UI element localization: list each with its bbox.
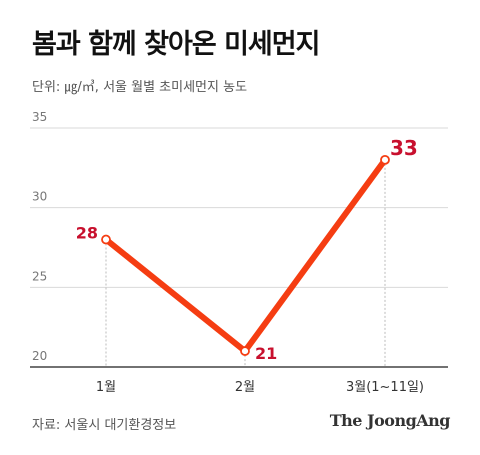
x-tick-labels: 1월 2월 3월(1~11일) <box>96 380 424 395</box>
unit-subtitle: 단위: ㎍/㎥, 서울 월별 초미세먼지 농도 <box>32 80 248 95</box>
data-label: 28 <box>76 224 98 243</box>
data-label: 21 <box>255 344 277 363</box>
data-points <box>101 154 390 356</box>
data-labels: 28 21 33 <box>76 136 418 363</box>
chart-title: 봄과 함께 찾아온 미세먼지 <box>32 29 320 60</box>
publisher-logo: The JoongAng <box>329 411 451 430</box>
y-tick-label: 35 <box>32 110 47 124</box>
data-point <box>101 234 111 245</box>
data-point <box>380 154 390 165</box>
x-tick-label: 3월(1~11일) <box>346 380 424 395</box>
grid-lines <box>30 127 448 288</box>
y-tick-label: 30 <box>32 190 47 204</box>
data-label: 33 <box>390 136 418 160</box>
y-tick-labels: 20 25 30 35 <box>32 110 47 363</box>
x-tick-label: 2월 <box>235 380 255 395</box>
guide-lines <box>105 159 386 367</box>
series-line-path <box>103 156 388 356</box>
source-note: 자료: 서울시 대기환경정보 <box>32 418 177 433</box>
y-tick-label: 25 <box>32 269 47 283</box>
y-tick-label: 20 <box>32 349 47 363</box>
data-point <box>240 346 250 356</box>
x-tick-label: 1월 <box>96 380 116 395</box>
series-line <box>103 156 388 356</box>
